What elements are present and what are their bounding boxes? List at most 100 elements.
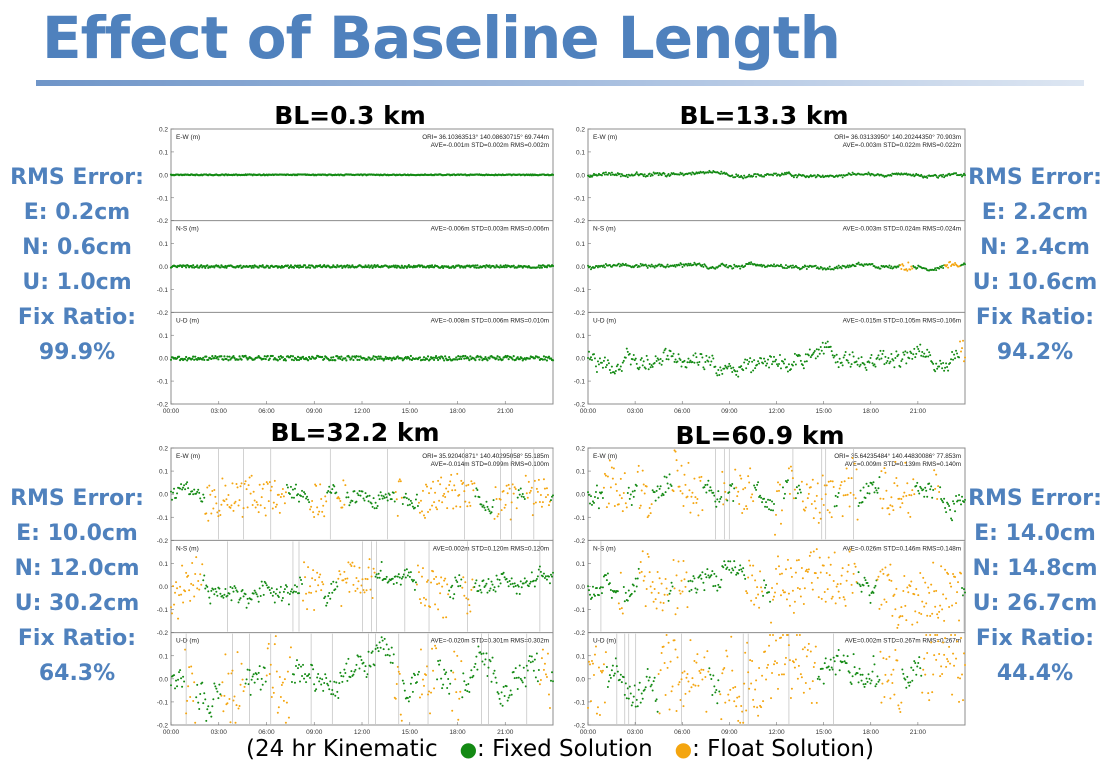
float-point: [791, 477, 794, 480]
float-point: [937, 485, 940, 488]
fixed-point: [889, 360, 892, 363]
float-point: [321, 580, 324, 583]
fixed-point: [191, 266, 194, 269]
fixed-point: [474, 662, 477, 665]
fixed-point: [623, 693, 626, 696]
fixed-point: [715, 372, 718, 375]
float-point: [456, 654, 459, 657]
float-point: [607, 502, 610, 505]
float-point: [846, 570, 849, 573]
float-point: [931, 612, 934, 615]
fixed-point: [499, 264, 502, 267]
float-point: [668, 708, 671, 711]
fixed-point: [664, 491, 667, 494]
float-point: [194, 721, 197, 724]
float-point: [360, 584, 363, 587]
fixed-point: [749, 263, 752, 266]
fixed-point: [246, 668, 249, 671]
fixed-point: [703, 589, 706, 592]
fixed-point: [256, 678, 259, 681]
fixed-point: [201, 358, 204, 361]
panel-title-0: BL=0.3 km: [274, 101, 426, 130]
float-point: [807, 568, 810, 571]
float-point: [907, 511, 910, 514]
fixed-point: [877, 266, 880, 269]
float-point: [620, 607, 623, 610]
float-point: [916, 621, 919, 624]
stats-u: U: 10.6cm: [972, 270, 1098, 295]
fixed-point: [714, 365, 717, 368]
float-point: [700, 475, 703, 478]
subplot-label: U-D (m): [176, 638, 199, 645]
fixed-point: [426, 355, 430, 358]
fixed-point: [912, 173, 915, 176]
fixed-point: [843, 354, 846, 357]
fixed-point: [367, 264, 370, 267]
fixed-point: [669, 483, 672, 486]
fixed-point: [693, 261, 696, 264]
float-point: [312, 569, 315, 572]
fixed-point: [230, 599, 233, 602]
fixed-point: [284, 584, 287, 587]
fixed-point: [196, 683, 199, 686]
float-point: [615, 489, 618, 492]
fixed-point: [743, 361, 746, 364]
float-point: [792, 497, 795, 500]
fixed-point: [649, 174, 652, 177]
y-tick-label: 0.0: [576, 584, 585, 591]
float-point: [908, 493, 911, 496]
float-point: [938, 652, 941, 655]
float-point: [901, 615, 904, 618]
x-tick-label: 18:00: [863, 408, 880, 415]
fixed-point: [511, 582, 514, 585]
fixed-point: [483, 506, 486, 509]
float-point: [604, 651, 607, 654]
fixed-point: [688, 590, 691, 593]
fixed-point: [591, 500, 594, 503]
float-point: [658, 712, 661, 715]
float-point: [308, 591, 311, 594]
fixed-point: [348, 504, 351, 507]
float-point: [771, 586, 774, 589]
fixed-point: [349, 676, 352, 679]
fixed-point: [603, 173, 606, 176]
fixed-point: [179, 487, 182, 490]
x-tick-label: 06:00: [674, 729, 691, 736]
fixed-point: [298, 663, 301, 666]
float-point: [444, 577, 447, 580]
float-point: [906, 482, 909, 485]
fixed-point: [588, 358, 591, 361]
fixed-point: [257, 600, 260, 603]
fixed-point: [235, 589, 238, 592]
float-point: [649, 585, 652, 588]
float-point: [314, 579, 317, 582]
fixed-point: [647, 679, 650, 682]
float-point: [689, 511, 692, 514]
fixed-point: [522, 582, 525, 585]
fixed-point: [655, 359, 658, 362]
float-point: [902, 495, 905, 498]
float-point: [740, 704, 743, 707]
fixed-point: [596, 266, 599, 269]
float-point: [641, 550, 644, 553]
fixed-point: [544, 355, 548, 359]
float-point: [259, 504, 262, 507]
fixed-point: [948, 172, 951, 175]
fixed-point: [178, 671, 181, 674]
fixed-point: [497, 358, 500, 361]
float-point: [224, 484, 227, 487]
fixed-point: [527, 585, 530, 588]
fixed-point: [858, 501, 861, 504]
float-point: [676, 656, 679, 659]
fixed-point: [941, 499, 944, 502]
fixed-point: [295, 659, 298, 662]
fixed-point: [325, 676, 328, 679]
x-tick-label: 12:00: [354, 408, 371, 415]
fixed-point: [638, 265, 641, 268]
fixed-point: [348, 356, 351, 359]
fixed-point: [610, 596, 613, 599]
float-point: [731, 669, 734, 672]
float-point: [947, 660, 950, 663]
fixed-point: [214, 685, 217, 688]
fixed-point: [629, 692, 632, 695]
